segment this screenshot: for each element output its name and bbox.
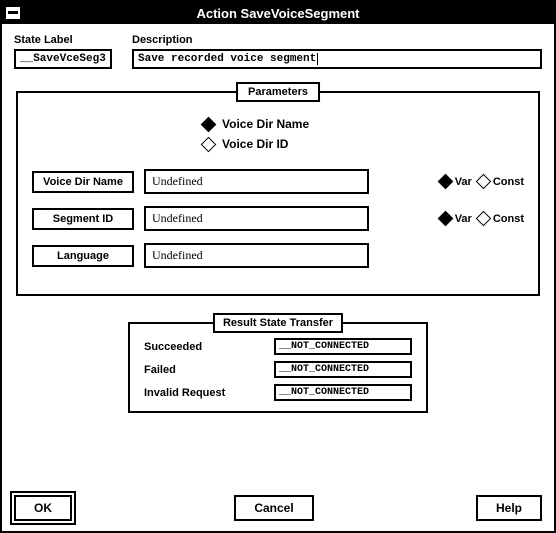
radio-label: Voice Dir ID [222, 137, 288, 151]
parameter-label: Language [32, 245, 134, 267]
rst-row: Failed __NOT_CONNECTED [144, 361, 412, 378]
diamond-icon [476, 174, 492, 190]
varconst-label: Const [493, 213, 524, 225]
description-caption: Description [132, 34, 193, 46]
parameter-rows: Voice Dir NameUndefinedVarConstSegment I… [32, 169, 524, 268]
parameter-row: Segment ID Undefined Var Const [32, 206, 524, 231]
diamond-icon [476, 211, 492, 227]
rst-label: Failed [144, 364, 176, 376]
top-inputs-row: __SaveVceSeg3 Save recorded voice segmen… [14, 49, 542, 69]
parameter-value[interactable]: Undefined [144, 206, 369, 231]
rst-row: Invalid Request __NOT_CONNECTED [144, 384, 412, 401]
rst-row: Succeeded __NOT_CONNECTED [144, 338, 412, 355]
button-row: OK Cancel Help [14, 495, 542, 521]
radio-label: Voice Dir Name [222, 117, 309, 131]
diamond-icon [437, 211, 453, 227]
var-option[interactable]: Var [440, 213, 472, 225]
description-value: Save recorded voice segment [138, 53, 316, 65]
help-button[interactable]: Help [476, 495, 542, 521]
window: Action SaveVoiceSegment State Label Desc… [0, 0, 556, 533]
radio-voice-dir-name[interactable]: Voice Dir Name [203, 117, 353, 131]
cancel-button[interactable]: Cancel [234, 495, 313, 521]
varconst-label: Var [455, 213, 472, 225]
var-option[interactable]: Var [440, 176, 472, 188]
rst-value[interactable]: __NOT_CONNECTED [274, 384, 412, 401]
parameter-row: Language Undefined [32, 243, 524, 268]
rst-label: Succeeded [144, 341, 202, 353]
varconst-label: Const [493, 176, 524, 188]
mode-radio-group: Voice Dir Name Voice Dir ID [32, 117, 524, 151]
state-label-value: __SaveVceSeg3 [20, 53, 106, 65]
diamond-icon [437, 174, 453, 190]
text-caret [317, 53, 318, 65]
parameter-label: Segment ID [32, 208, 134, 230]
system-menu-icon[interactable] [6, 7, 20, 19]
rst-legend: Result State Transfer [213, 313, 343, 333]
window-title: Action SaveVoiceSegment [2, 6, 554, 21]
varconst-label: Var [455, 176, 472, 188]
const-option[interactable]: Const [478, 176, 524, 188]
varconst-toggle: Var Const [440, 213, 524, 225]
rst-value[interactable]: __NOT_CONNECTED [274, 338, 412, 355]
client-area: State Label Description __SaveVceSeg3 Sa… [2, 24, 554, 531]
state-label-input[interactable]: __SaveVceSeg3 [14, 49, 112, 69]
diamond-icon [201, 116, 217, 132]
rst-label: Invalid Request [144, 387, 225, 399]
parameters-legend: Parameters [236, 82, 320, 102]
radio-voice-dir-id[interactable]: Voice Dir ID [203, 137, 353, 151]
parameter-row: Voice Dir Name Undefined Var Const [32, 169, 524, 194]
top-labels-row: State Label Description [14, 34, 542, 46]
varconst-toggle: Var Const [440, 176, 524, 188]
parameters-group: Parameters Voice Dir Name Voice Dir ID V… [16, 91, 540, 296]
rst-rows: Succeeded __NOT_CONNECTED Failed __NOT_CONN… [144, 338, 412, 401]
parameter-value[interactable]: Undefined [144, 169, 369, 194]
state-label-caption: State Label [14, 34, 112, 46]
parameter-value[interactable]: Undefined [144, 243, 369, 268]
diamond-icon [201, 136, 217, 152]
result-state-transfer-group: Result State Transfer Succeeded__NOT_CON… [128, 322, 428, 413]
parameter-label: Voice Dir Name [32, 171, 134, 193]
ok-button[interactable]: OK [14, 495, 72, 521]
description-input[interactable]: Save recorded voice segment [132, 49, 542, 69]
titlebar: Action SaveVoiceSegment [2, 2, 554, 24]
rst-value[interactable]: __NOT_CONNECTED [274, 361, 412, 378]
const-option[interactable]: Const [478, 213, 524, 225]
